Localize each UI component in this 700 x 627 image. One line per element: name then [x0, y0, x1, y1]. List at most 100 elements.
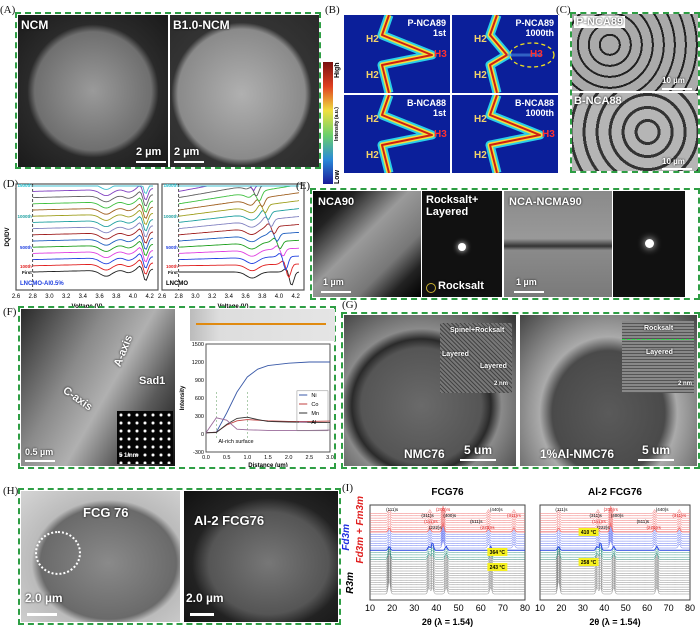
colorbar-labels: Low Intensity (a.u.) High: [334, 62, 344, 184]
h2-label: H2: [366, 34, 379, 45]
scale-bar-label: 1 µm: [516, 277, 537, 287]
x-tick-label: 3.4: [79, 294, 88, 300]
xrd-pattern: [540, 518, 690, 528]
dqdv-curve: [32, 185, 154, 201]
image-title: NCM: [21, 18, 49, 32]
plot-frame: [15, 183, 159, 291]
temperature-label: 364 °C: [490, 550, 506, 556]
inset-label: Spinel+Rocksalt: [450, 327, 505, 334]
h2-label: H2: [366, 114, 379, 125]
line-scan-image: [190, 309, 335, 341]
x-tick-label: 3.4: [225, 294, 234, 300]
h3-label: H3: [434, 49, 447, 60]
temperature-highlight: [578, 558, 599, 566]
xrd-pattern: [370, 548, 525, 563]
xrd-pattern: [370, 578, 525, 592]
x-tick-label: 60: [642, 603, 652, 613]
dqdv-curve: [32, 228, 154, 244]
y-axis-label: DQ/DV: [5, 227, 11, 246]
h2-label: H2: [366, 150, 379, 161]
dqdv-curve: [32, 253, 154, 269]
x-tick-label: 3.6: [241, 294, 250, 300]
dqdv-curve: [32, 191, 154, 207]
panel-c-border: [570, 12, 700, 173]
x-tick-label: 2.8: [175, 294, 184, 300]
xrd-pattern: [370, 549, 525, 558]
scale-bar-label: 2.0 µm: [186, 591, 224, 605]
peak-label: (220)rs: [646, 525, 661, 530]
xrd-charts: FCG76 10 20 30 40 50 60 70 80 2θ (λ = 1.54) (111)s…: [365, 487, 695, 627]
xrd-pattern: [540, 511, 690, 521]
saed-title: Rocksalt+ Layered: [426, 194, 479, 218]
inset-scale: 2 nm: [678, 381, 693, 387]
saed-pattern-nca-ncma90: [613, 191, 685, 297]
x-tick-label: 3.2: [62, 294, 71, 300]
xrd-pattern: [370, 511, 525, 521]
x-tick-label: 4.0: [275, 294, 284, 300]
cycle-label: 500th: [166, 245, 178, 250]
intensity-band: [381, 15, 433, 93]
peak-label: (311)rs: [672, 513, 687, 518]
h3-label: H3: [530, 49, 543, 60]
xrd-pattern: [370, 571, 525, 586]
saed-legend: Rocksalt: [438, 280, 484, 292]
panel-g-border: [341, 312, 700, 469]
x-tick-label: 2.5: [306, 455, 314, 461]
xrd-pattern: [540, 562, 690, 576]
xrd-pattern: [370, 580, 525, 595]
annotation: Al-rich surface: [218, 439, 253, 445]
x-axis-label: 2θ (λ = 1.54): [422, 617, 473, 627]
xrd-pattern: [370, 559, 525, 574]
cycle-label: 1500th: [17, 183, 32, 188]
xrd-pattern: [540, 576, 690, 590]
peak-label: (222)s: [429, 525, 443, 530]
peak-label: (111)rs: [592, 519, 606, 524]
x-tick-label: 1.0: [244, 455, 252, 461]
dqdv-curve: [178, 216, 300, 230]
saed-pattern-nca90: Rocksalt+ Layered Rocksalt: [422, 191, 502, 297]
dqdv-curve: [32, 247, 154, 263]
xrd-pattern: [370, 505, 525, 514]
panel-e-border: [310, 188, 700, 300]
highlight-ellipse: [509, 42, 555, 68]
panel-label-d: (D): [3, 178, 19, 190]
xrd-pattern: [540, 506, 690, 517]
sad-label: Sad1: [139, 375, 166, 387]
image-title: 1%Al-NMC76: [540, 447, 615, 461]
peak-label: (220)rs: [480, 525, 495, 530]
sem-image-nmc76: Spinel+Rocksalt Layered Layered 2 nm NMC…: [344, 315, 516, 466]
temperature-highlight: [487, 548, 508, 556]
xrd-pattern: [540, 520, 690, 530]
xrd-pattern: [370, 506, 525, 517]
xrd-pattern: [370, 566, 525, 581]
x-tick-label: 20: [387, 603, 397, 613]
tem-image-nca90: NCA90 1 µm: [313, 191, 421, 297]
xrd-pattern: [540, 553, 690, 567]
xrd-pattern: [370, 516, 525, 526]
scale-bar-label: 10 µm: [662, 157, 685, 166]
xrd-pattern: [370, 518, 525, 528]
xrd-pattern: [540, 534, 690, 544]
scale-bar-label: 2 µm: [174, 146, 200, 158]
dqdv-curve: [178, 268, 300, 286]
peak-label: (200)rs: [604, 507, 619, 512]
heatmap-b-nca88-1st: B-NCA88 1st H2 H2 H3: [344, 95, 450, 173]
line-profile-chart: 0.0 0.5 1.0 1.5 2.0 2.5 3.0 -300 0 300 600 900 1200 1…: [180, 342, 334, 467]
temperature-highlight: [578, 528, 599, 536]
temperature-label: 243 °C: [490, 565, 506, 571]
peak-label: (311)s: [421, 513, 434, 518]
panel-a-border: [15, 12, 321, 169]
x-axis-label: 2θ (λ = 1.54): [589, 617, 640, 627]
dqdv-curve: [178, 253, 300, 271]
hrtem-inset: Rocksalt Layered 2 nm: [622, 321, 694, 393]
h2-label: H2: [474, 114, 487, 125]
xrd-pattern: [540, 509, 690, 519]
x-tick-label: 50: [454, 603, 464, 613]
dqdv-curve: [178, 200, 300, 217]
chart-title: Al-2 FCG76: [588, 487, 642, 498]
x-tick-label: 20: [556, 603, 566, 613]
panel-label-f: (F): [3, 306, 17, 318]
x-tick-label: 4.0: [129, 294, 138, 300]
dqdv-curve: [32, 185, 153, 195]
xrd-pattern: [540, 564, 690, 579]
